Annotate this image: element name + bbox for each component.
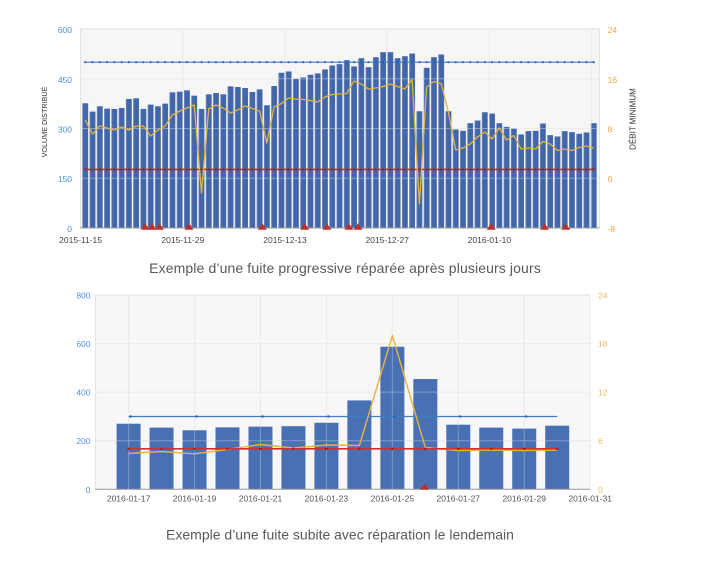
svg-text:200: 200	[76, 436, 90, 446]
svg-text:Exemple d’une fuite subite ave: Exemple d’une fuite subite avec réparati…	[166, 527, 514, 543]
svg-text:24: 24	[598, 291, 608, 301]
svg-text:800: 800	[76, 291, 90, 301]
svg-text:VOLUME DISTRIBUÉ: VOLUME DISTRIBUÉ	[40, 86, 49, 157]
svg-text:0: 0	[598, 485, 603, 495]
svg-text:150: 150	[58, 174, 72, 184]
svg-text:2016-01-10: 2016-01-10	[468, 235, 512, 245]
svg-text:6: 6	[598, 436, 603, 446]
svg-text:450: 450	[58, 75, 72, 85]
svg-text:0: 0	[67, 224, 72, 234]
svg-text:2015-12-27: 2015-12-27	[365, 235, 409, 245]
svg-text:2016-01-31: 2016-01-31	[568, 494, 612, 504]
svg-text:2015-12-13: 2015-12-13	[263, 235, 307, 245]
svg-text:2016-01-29: 2016-01-29	[502, 494, 546, 504]
svg-text:2016-01-23: 2016-01-23	[305, 494, 349, 504]
svg-text:400: 400	[76, 388, 90, 398]
svg-text:2016-01-27: 2016-01-27	[437, 494, 481, 504]
svg-text:DÉBIT MINIMUM: DÉBIT MINIMUM	[629, 88, 638, 150]
svg-text:Exemple d’une fuite progressiv: Exemple d’une fuite progressive réparée …	[149, 260, 541, 276]
svg-text:-8: -8	[608, 224, 616, 234]
svg-text:2015-11-15: 2015-11-15	[59, 235, 102, 245]
svg-text:8: 8	[608, 125, 613, 135]
svg-text:300: 300	[58, 125, 72, 135]
svg-text:0: 0	[86, 485, 91, 495]
svg-text:16: 16	[608, 75, 618, 85]
svg-text:12: 12	[598, 388, 608, 398]
svg-text:0: 0	[608, 174, 613, 184]
svg-text:2016-01-19: 2016-01-19	[173, 494, 217, 504]
svg-text:18: 18	[598, 339, 608, 349]
svg-text:24: 24	[608, 25, 618, 35]
svg-text:2016-01-21: 2016-01-21	[239, 494, 283, 504]
svg-text:600: 600	[76, 339, 90, 349]
svg-text:2016-01-25: 2016-01-25	[371, 494, 415, 504]
svg-text:2016-01-17: 2016-01-17	[107, 494, 151, 504]
svg-text:2015-11-29: 2015-11-29	[161, 235, 204, 245]
svg-text:600: 600	[58, 25, 72, 35]
